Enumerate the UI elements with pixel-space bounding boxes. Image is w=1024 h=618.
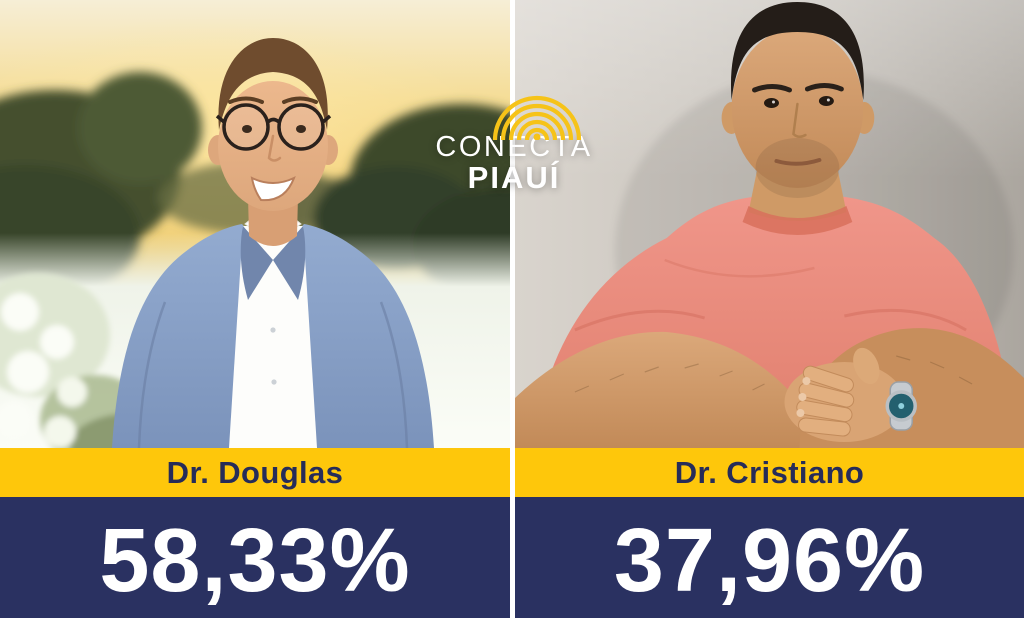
photo-cristiano-scene (515, 0, 1024, 448)
candidate-panel-cristiano: Dr. Cristiano 37,96% (515, 0, 1024, 618)
crew-neckline (742, 206, 853, 235)
photo-dr-cristiano (515, 0, 1024, 448)
name-band-cristiano: Dr. Cristiano (515, 448, 1024, 497)
right-lapel (273, 226, 306, 300)
person-cristiano (515, 2, 1024, 448)
smile (250, 176, 296, 202)
candidate-name: Dr. Douglas (166, 454, 344, 490)
left-lapel (240, 226, 273, 300)
signal-arcs-icon (492, 95, 582, 140)
photo-dr-douglas (0, 0, 510, 448)
candidate-percent: 58,33% (99, 510, 411, 611)
candidate-panel-douglas: Dr. Douglas 58,33% (0, 0, 510, 618)
wristwatch-icon (885, 381, 917, 431)
mouth (774, 158, 822, 166)
name-band-douglas: Dr. Douglas (0, 448, 510, 497)
person-douglas (112, 38, 434, 448)
panel-divider (510, 0, 515, 618)
logo-text-piaui: PIAUÍ (467, 160, 561, 195)
face (218, 81, 328, 211)
photo-douglas-scene (0, 0, 510, 448)
candidate-percent: 37,96% (613, 510, 926, 611)
conecta-piaui-logo: CONECTA PIAUÍ (394, 92, 634, 193)
clasped-hands (784, 347, 905, 442)
candidate-name: Dr. Cristiano (674, 454, 865, 490)
left-forearm (515, 331, 808, 448)
hair (218, 38, 328, 130)
stubble-shadow (755, 138, 840, 198)
percent-band-douglas: 58,33% (0, 497, 510, 618)
dark-hair (730, 2, 864, 100)
percent-band-cristiano: 37,96% (515, 497, 1024, 618)
